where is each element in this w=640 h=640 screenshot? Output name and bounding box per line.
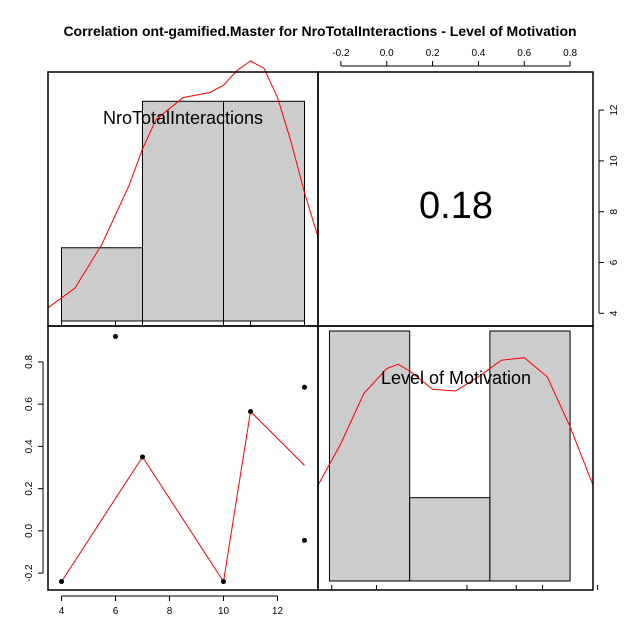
histogram-motivation-panel <box>317 330 599 590</box>
top-tick-label: -0.2 <box>332 48 350 59</box>
left-axis: -0.2 0.0 0.2 0.4 0.6 0.8 <box>24 355 44 582</box>
scatter-point <box>302 384 307 390</box>
smooth-line <box>61 410 305 583</box>
correlation-value: 0.18 <box>419 185 493 227</box>
variable-label-motivation: Level of Motivation <box>381 368 531 388</box>
right-tick-label: 6 <box>609 259 620 265</box>
top-tick-label: 0.8 <box>563 48 577 59</box>
histogram-bar <box>489 330 571 582</box>
histogram-bar <box>409 497 491 582</box>
panel-frame-bottom-left <box>47 325 319 591</box>
right-tick-label: 8 <box>609 208 620 214</box>
y-tick-label: -0.2 <box>24 564 35 582</box>
x-tick-label: 12 <box>272 606 284 617</box>
y-tick-label: 0.2 <box>24 481 35 495</box>
scatter-point <box>221 579 226 585</box>
correlation-panel: 0.18 <box>419 185 493 227</box>
top-tick-label: 0.6 <box>517 48 531 59</box>
histogram-interactions-panel <box>47 60 319 326</box>
histogram-bar <box>328 330 411 582</box>
y-tick-label: 0.4 <box>24 439 35 453</box>
scatter-point <box>248 409 253 415</box>
chart-title: Correlation ont-gamified.Master for NroT… <box>63 23 576 39</box>
x-tick-label: 4 <box>59 606 65 617</box>
panel-frame-bottom-right <box>317 325 594 591</box>
top-tick-label: 0.0 <box>380 48 394 59</box>
top-tick-label: 0.4 <box>471 48 485 59</box>
scatter-point <box>140 454 145 460</box>
histogram-bar <box>61 247 143 322</box>
scatter-point <box>59 579 64 585</box>
scatter-point <box>302 537 307 543</box>
y-tick-label: 0.0 <box>24 523 35 537</box>
top-tick-label: 0.2 <box>426 48 440 59</box>
right-axis: 4 6 8 10 12 <box>598 104 620 316</box>
top-axis: -0.2 0.0 0.2 0.4 0.6 0.8 <box>332 48 577 67</box>
scatter-panel <box>59 334 307 585</box>
density-curve <box>47 60 319 309</box>
x-tick-label: 6 <box>113 606 119 617</box>
variable-label-interactions: NroTotalInteractions <box>103 108 263 128</box>
x-tick-label: 10 <box>218 606 230 617</box>
y-tick-label: 0.6 <box>24 397 35 411</box>
right-tick-label: 4 <box>609 310 620 316</box>
x-tick-label: 8 <box>167 606 173 617</box>
right-tick-label: 12 <box>609 104 620 116</box>
y-tick-label: 0.8 <box>24 355 35 369</box>
scatter-point <box>113 334 118 340</box>
histogram-bar <box>223 100 305 322</box>
bottom-axis: 4 6 8 10 12 <box>59 595 284 617</box>
density-curve <box>317 357 594 486</box>
histogram-bar <box>142 100 224 322</box>
right-tick-label: 10 <box>609 155 620 167</box>
